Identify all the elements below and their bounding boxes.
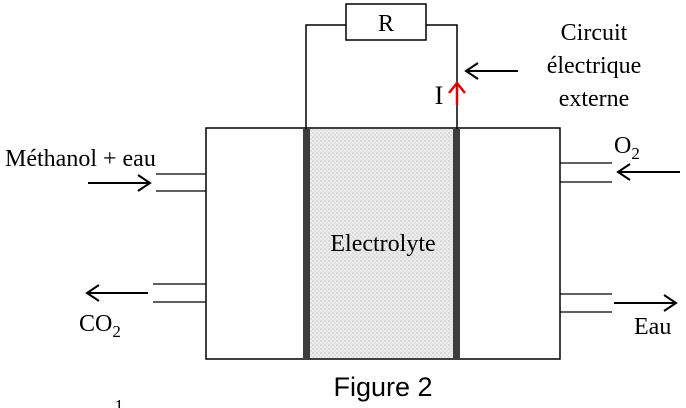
inlet-o2-main: O bbox=[614, 133, 631, 159]
outlet-co2-subscript: 2 bbox=[112, 322, 121, 341]
outlet-eau-arrowhead bbox=[663, 294, 678, 312]
outlet-co2-main: CO bbox=[79, 311, 112, 337]
inlet-methanol-label: Méthanol + eau bbox=[5, 146, 156, 172]
outlet-co2-arrowhead bbox=[85, 284, 100, 302]
electrolyte-region bbox=[310, 129, 453, 358]
resistor-box bbox=[345, 3, 427, 41]
inlet-methanol-arrowhead bbox=[137, 174, 152, 192]
circuit-pointer-arrowhead bbox=[464, 62, 479, 80]
external-wire-right bbox=[426, 24, 458, 129]
inlet-o2-arrowhead bbox=[616, 163, 631, 181]
electrolyte-label: Electrolyte bbox=[330, 231, 435, 257]
external-wire-left bbox=[305, 24, 346, 129]
circuit-label-line2: électrique bbox=[547, 53, 642, 79]
stray-mark: 1 bbox=[115, 396, 124, 408]
current-arrow-head bbox=[448, 80, 466, 94]
cathode bbox=[453, 129, 460, 358]
current-label: I bbox=[435, 81, 444, 110]
figure-caption: Figure 2 bbox=[333, 372, 432, 402]
anode bbox=[303, 129, 310, 358]
inlet-o2-subscript: 2 bbox=[631, 144, 640, 163]
resistor-label: R bbox=[378, 11, 394, 37]
circuit-label-line3: externe bbox=[559, 86, 630, 112]
circuit-label-line1: Circuit bbox=[561, 20, 628, 46]
outlet-co2-label: CO2 bbox=[79, 311, 121, 341]
outlet-eau-label: Eau bbox=[634, 314, 671, 340]
inlet-o2-label: O2 bbox=[614, 133, 640, 163]
